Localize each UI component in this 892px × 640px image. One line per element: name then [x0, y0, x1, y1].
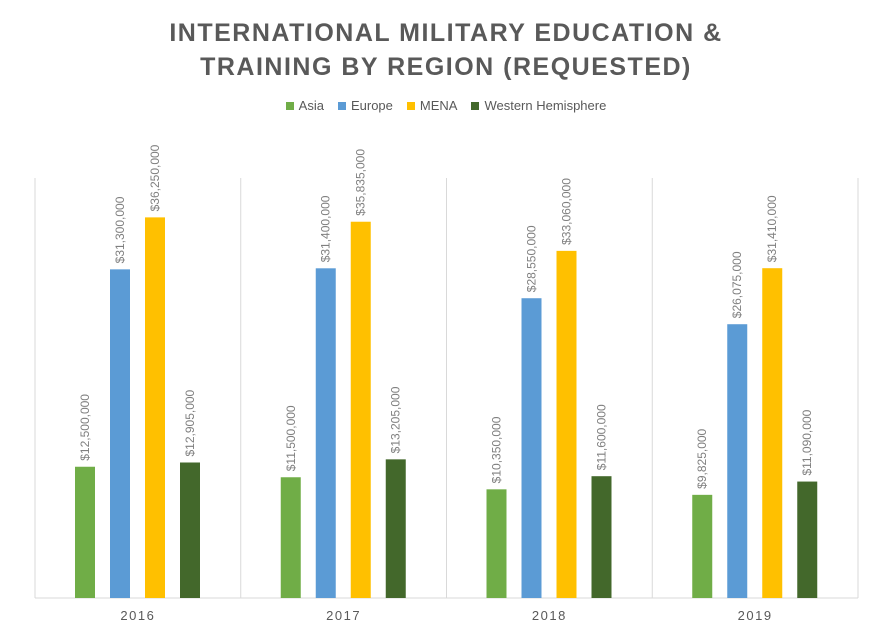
- chart-title-line: INTERNATIONAL MILITARY EDUCATION &: [169, 19, 723, 47]
- legend-swatch: [471, 101, 480, 110]
- bar: [762, 268, 783, 598]
- bar: [315, 268, 336, 598]
- bar: [110, 269, 130, 598]
- bar: [556, 250, 577, 598]
- bar: [145, 217, 165, 598]
- legend-swatch: [406, 101, 415, 110]
- bar: [797, 481, 818, 598]
- data-label: $35,835,000: [354, 149, 368, 216]
- x-tick-label: 2017: [326, 608, 361, 623]
- legend-label: MENA: [419, 98, 458, 113]
- bar: [75, 466, 95, 598]
- chart-title: INTERNATIONAL MILITARY EDUCATION & TRAIN…: [0, 16, 892, 84]
- legend-swatch: [337, 101, 346, 110]
- data-label: $12,500,000: [78, 394, 92, 461]
- legend-label: Western Hemisphere: [484, 98, 607, 113]
- bar: [692, 494, 713, 598]
- bar: [521, 298, 542, 598]
- data-label: $33,060,000: [560, 178, 574, 245]
- bar: [180, 462, 200, 598]
- data-label: $31,400,000: [319, 195, 333, 262]
- data-label: $31,300,000: [113, 196, 127, 263]
- data-label: $31,410,000: [765, 195, 779, 262]
- x-tick-label: 2018: [532, 608, 567, 623]
- legend-label: Asia: [298, 98, 324, 113]
- data-label: $11,600,000: [595, 404, 609, 470]
- bar: [486, 489, 507, 598]
- data-label: $13,205,000: [389, 386, 403, 453]
- bar: [280, 477, 301, 598]
- chart-title-line: TRAINING BY REGION (REQUESTED): [200, 53, 692, 81]
- data-label: $28,550,000: [525, 225, 539, 292]
- legend-item: MENA: [406, 98, 458, 113]
- bar: [385, 459, 406, 598]
- x-tick-label: 2019: [738, 608, 773, 623]
- legend-item: Asia: [285, 98, 324, 113]
- data-label: $10,350,000: [490, 416, 504, 483]
- legend: Asia Europe MENA Western Hemisphere: [0, 98, 892, 113]
- legend-swatch: [285, 101, 294, 110]
- bar: [727, 324, 748, 598]
- data-label: $11,090,000: [800, 409, 814, 475]
- bar: [591, 476, 612, 598]
- x-tick-label: 2016: [120, 608, 155, 623]
- data-label: $36,250,000: [148, 144, 162, 211]
- data-label: $11,500,000: [284, 405, 298, 471]
- bar: [350, 221, 371, 599]
- data-label: $12,905,000: [183, 389, 197, 456]
- legend-item: Western Hemisphere: [471, 98, 606, 113]
- data-label: $9,825,000: [695, 428, 709, 488]
- legend-label: Europe: [350, 98, 393, 113]
- data-label: $26,075,000: [730, 251, 744, 318]
- legend-item: Europe: [337, 98, 393, 113]
